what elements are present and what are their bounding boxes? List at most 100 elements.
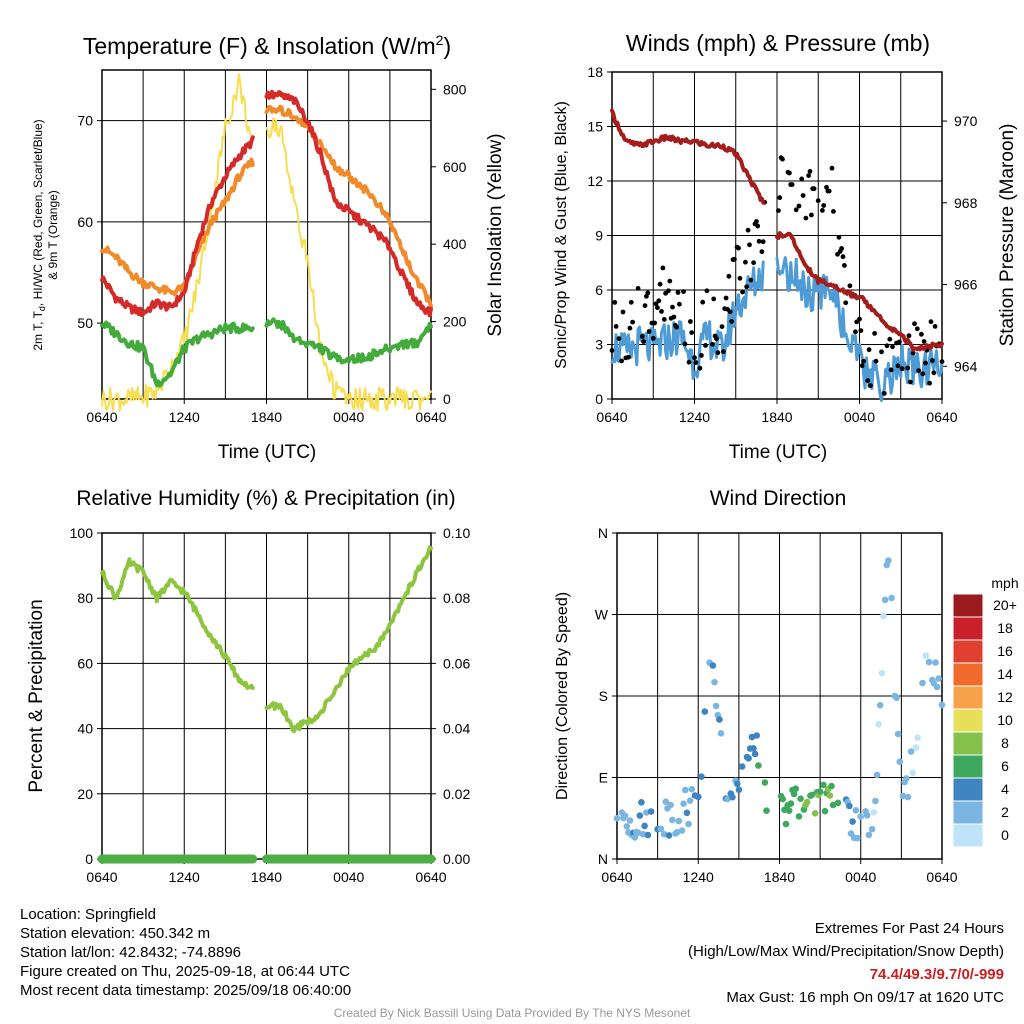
x-tick-label: 1840 (761, 409, 792, 425)
direction-point (912, 744, 920, 751)
direction-point (888, 594, 895, 602)
gust-point (793, 207, 799, 213)
gust-point (931, 370, 937, 376)
gust-point (613, 324, 619, 329)
gust-point (831, 209, 836, 214)
extremes-title: Extremes For Past 24 Hours (814, 920, 1004, 937)
humidity-title: Relative Humidity (%) & Precipitation (i… (76, 487, 455, 510)
gust-point (858, 328, 864, 333)
winds-ylabel-right: Station Pressure (Maroon) (997, 124, 1018, 347)
legend-label: 10 (997, 712, 1013, 728)
direction-point (734, 780, 741, 788)
series-line (264, 89, 433, 318)
direction-point (763, 807, 770, 814)
y-tick-label: 100 (70, 525, 94, 541)
y-tick-label: 70 (77, 113, 93, 129)
gust-point (642, 303, 648, 308)
gust-point (645, 290, 651, 296)
direction-plot-area: N E S W N 0640 1240 1840 0040 0640 (595, 525, 958, 885)
direction-point (894, 730, 902, 738)
x-tick-label: 1840 (764, 869, 795, 885)
station-elevation: Station elevation: 450.342 m (20, 925, 211, 942)
direction-point (662, 798, 670, 805)
direction-title: Wind Direction (710, 487, 847, 510)
station-info: Location: Springfield Station elevation:… (20, 905, 351, 1000)
direction-point (904, 793, 912, 801)
legend-label: 2 (1001, 804, 1009, 820)
direction-point (631, 834, 639, 841)
legend-swatch (952, 777, 984, 802)
gust-point (912, 321, 917, 327)
legend-label: 18 (997, 620, 1013, 636)
gust-point (853, 329, 858, 335)
gust-point (920, 371, 926, 377)
direction-point (922, 652, 930, 659)
direction-point (854, 834, 861, 842)
gust-point (659, 309, 664, 314)
direction-point (716, 716, 723, 723)
gust-point (703, 343, 708, 348)
temperature-plot-area: 50 60 70 0 200 400 600 800 0640 1240 1840 0040 0640 (77, 69, 467, 425)
figure-created: Figure created on Thu, 2025-09-18, at 06… (20, 963, 350, 980)
direction-point (903, 775, 910, 782)
gust-point (744, 284, 750, 290)
gust-point (840, 254, 846, 260)
direction-point (925, 658, 933, 666)
gust-point (789, 182, 795, 188)
gust-point (635, 286, 641, 291)
y-tick-label: 20 (77, 786, 93, 802)
y-tick-label: 9 (595, 228, 603, 244)
direction-point (779, 795, 786, 803)
gust-point (881, 391, 887, 396)
gust-point (675, 290, 681, 295)
y-tick-label: N (598, 525, 608, 541)
x-tick-label: 0640 (86, 409, 117, 425)
gust-point (732, 256, 737, 262)
gust-point (681, 289, 686, 294)
direction-point (753, 732, 760, 739)
legend-unit: mph (991, 575, 1018, 591)
gust-point (619, 358, 624, 364)
gust-point (721, 349, 726, 354)
direction-point (795, 813, 803, 820)
gust-point (650, 335, 656, 341)
legend-label: 4 (1001, 781, 1009, 797)
y-tick-label: 12 (587, 173, 603, 189)
direction-point (761, 779, 769, 786)
direction-point (935, 675, 943, 682)
direction-point (675, 817, 683, 825)
gust-point (756, 238, 762, 244)
series-line (101, 73, 254, 412)
x-tick-label: 0640 (596, 409, 627, 425)
gust-point (667, 278, 673, 284)
direction-point (682, 786, 689, 794)
direction-point (735, 786, 743, 794)
gust-point (715, 350, 721, 356)
legend-swatch (952, 616, 984, 641)
temperature-ylabel-right: Solar Insolation (Yellow) (485, 133, 506, 336)
gust-point (928, 319, 934, 325)
gust-point (661, 317, 667, 322)
temperature-ylabel-line2: & 9m T (Orange) (46, 190, 60, 280)
gust-point (666, 288, 671, 294)
direction-point (623, 823, 631, 830)
gust-point (754, 219, 759, 224)
y-tick-label: 15 (587, 119, 603, 135)
gust-point (914, 326, 920, 332)
legend-label: 16 (997, 643, 1013, 659)
gust-point (652, 320, 657, 326)
extremes-block: Extremes For Past 24 Hours (High/Low/Max… (688, 917, 1004, 1009)
gust-point (620, 309, 626, 315)
direction-point (683, 809, 691, 817)
direction-point (875, 721, 882, 728)
gust-point (815, 198, 821, 204)
direction-point (881, 596, 889, 604)
gust-point (919, 331, 924, 337)
legend-swatch (952, 708, 984, 733)
y-tick-label: 40 (77, 721, 93, 737)
y-right-tick-label: 800 (443, 81, 467, 97)
gust-point (656, 298, 662, 304)
temperature-ylabel: 2m T, Td, HI/WC (Red, Green, Scarlet/Blu… (31, 119, 47, 350)
gust-point (908, 379, 913, 385)
direction-point (821, 807, 829, 815)
